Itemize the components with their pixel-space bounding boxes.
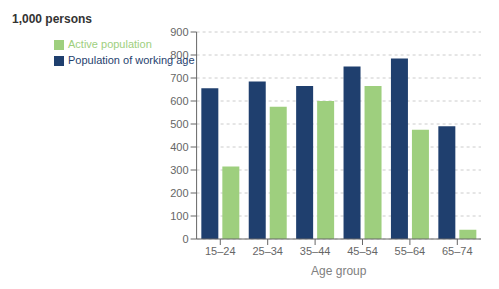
svg-text:400: 400	[170, 141, 188, 153]
svg-text:45–54: 45–54	[347, 245, 378, 257]
svg-text:800: 800	[170, 49, 188, 61]
svg-text:300: 300	[170, 164, 188, 176]
svg-text:200: 200	[170, 187, 188, 199]
svg-text:600: 600	[170, 95, 188, 107]
svg-text:65–74: 65–74	[442, 245, 473, 257]
svg-text:35–44: 35–44	[300, 245, 331, 257]
svg-text:500: 500	[170, 118, 188, 130]
svg-text:100: 100	[170, 210, 188, 222]
svg-text:55–64: 55–64	[395, 245, 426, 257]
svg-text:900: 900	[170, 26, 188, 38]
svg-text:25–34: 25–34	[252, 245, 283, 257]
svg-text:15–24: 15–24	[205, 245, 236, 257]
svg-text:700: 700	[170, 72, 188, 84]
svg-text:Age group: Age group	[311, 264, 367, 278]
svg-text:0: 0	[182, 233, 188, 245]
